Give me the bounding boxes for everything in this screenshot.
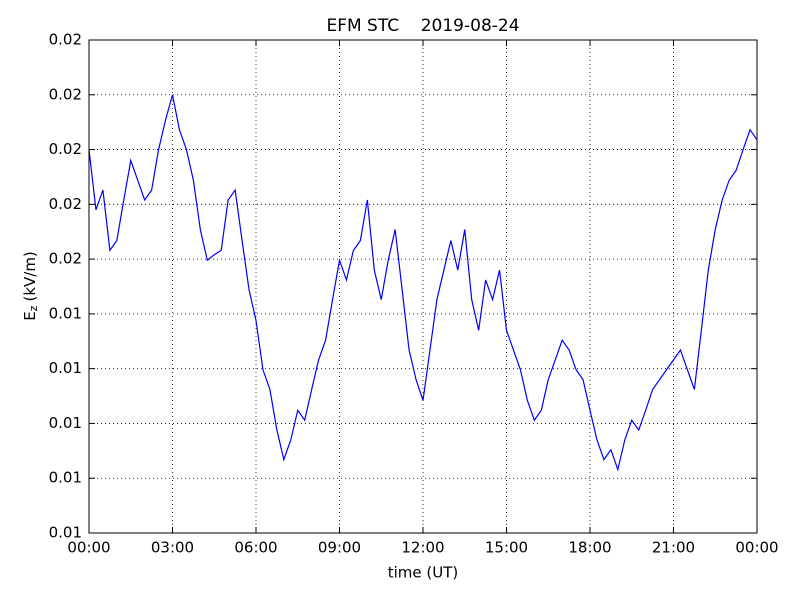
y-tick-label: 0.02	[49, 250, 82, 268]
y-tick-label: 0.02	[49, 31, 82, 49]
y-label-main: E	[21, 311, 39, 320]
y-label-unit: (kV/m)	[21, 251, 39, 301]
x-tick-label: 09:00	[318, 539, 361, 557]
y-tick-label: 0.02	[49, 140, 82, 158]
x-tick-label: 00:00	[735, 539, 778, 557]
y-tick-label: 0.01	[49, 304, 82, 322]
y-tick-label: 0.01	[49, 524, 82, 542]
x-tick-label: 18:00	[568, 539, 611, 557]
x-tick-label: 00:00	[67, 539, 110, 557]
x-tick-label: 12:00	[401, 539, 444, 557]
x-axis-label: time (UT)	[388, 564, 459, 582]
y-tick-label: 0.01	[49, 359, 82, 377]
x-tick-label: 06:00	[234, 539, 277, 557]
x-tick-label: 21:00	[652, 539, 695, 557]
y-axis-label: Ez (kV/m)	[21, 251, 41, 321]
x-tick-label: 15:00	[485, 539, 528, 557]
y-label-sub: z	[27, 305, 40, 311]
plot-frame	[88, 39, 758, 534]
y-tick-label: 0.01	[49, 414, 82, 432]
chart-title: EFM STC 2019-08-24	[326, 16, 519, 36]
y-tick-label: 0.02	[49, 195, 82, 213]
x-tick-label: 03:00	[151, 539, 194, 557]
y-tick-label: 0.02	[49, 85, 82, 103]
data-line	[88, 94, 758, 472]
y-tick-label: 0.01	[49, 469, 82, 487]
